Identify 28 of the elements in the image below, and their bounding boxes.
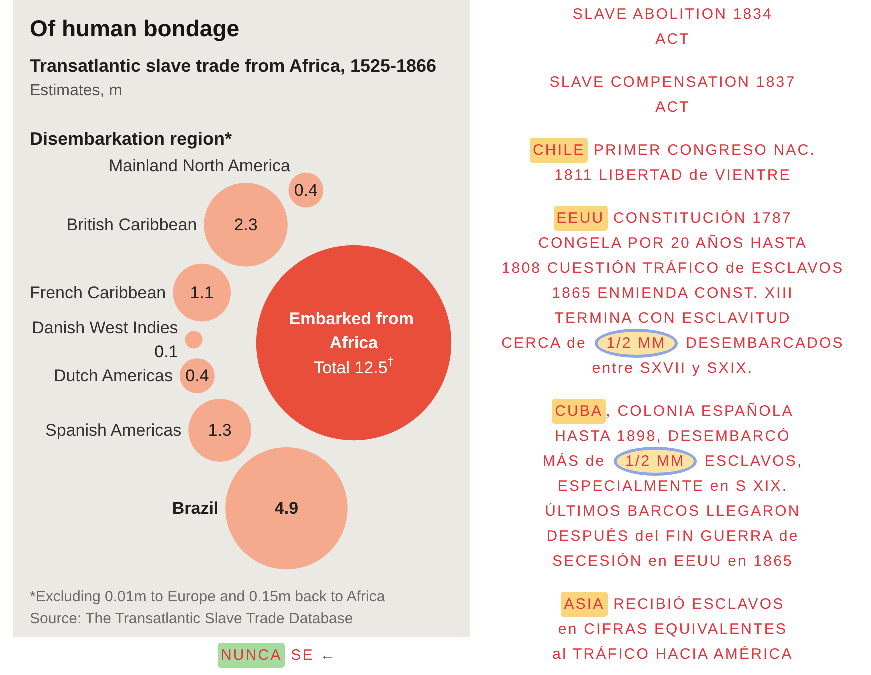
text: CHILE PRIMER CONGRESO NAC. 1811 LIBERTAD de VIENTRE bbox=[532, 141, 817, 186]
text: Of human bondage bbox=[30, 16, 240, 42]
data-label: 0.1 bbox=[154, 342, 178, 362]
category-label: Mainland North America bbox=[109, 156, 291, 176]
data-label: 2.3 bbox=[234, 215, 258, 234]
data-label: 1.3 bbox=[208, 421, 232, 440]
category-label: British Caribbean bbox=[66, 215, 198, 234]
data-label: 1.1 bbox=[190, 283, 214, 302]
text: NUNCA SE ← bbox=[220, 646, 337, 666]
category-label: French Caribbean bbox=[30, 283, 166, 302]
data-label: 4.9 bbox=[274, 499, 299, 518]
category-label: Brazil bbox=[172, 499, 219, 518]
text: EEUU CONSTITUCIÓN 1787 CONGELA POR 20 AÑOS HASTA 1808 CUESTIÓN TRÁFICO de ESCLAVOS 1865 ENMIENDA CONST. XIII TERMINA CON ESCLAVITUD CERCA de 1/2 MM DESEMBARCADOS entre SXVII y SXIX. bbox=[502, 210, 844, 377]
data-label: 0.4 bbox=[186, 366, 210, 386]
legend-title: Disembarkation region* bbox=[30, 129, 232, 149]
category-label: Danish West Indies bbox=[32, 318, 178, 338]
data-label: 0.4 bbox=[294, 180, 318, 200]
text: CUBA, COLONIA ESPAÑOLA HASTA 1898, DESEMBARCÓ MÁS de 1/2 MM ESCLAVOS, ESPECIALMENTE en S XIX. ÚLTIMOS BARCOS LLEGARON DESPUÉS del FIN GUERRA de SECESIÓN en EEUU en 1865 bbox=[542, 403, 804, 570]
text: SLAVE ABOLITION 1834 ACT bbox=[572, 5, 774, 50]
text: *Excluding 0.01m to Europe and 0.15m back to Africa bbox=[30, 588, 386, 606]
text: ASIA RECIBIÓ ESCLAVOS en CIFRAS EQUIVALENTES al TRÁFICO HACIA AMÉRICA bbox=[552, 595, 794, 665]
data-label: Total 12.5† bbox=[314, 356, 394, 378]
category-label: Spanish Americas bbox=[46, 421, 182, 440]
category-label: Dutch Americas bbox=[54, 366, 173, 386]
category-label: Embarked from Africa bbox=[289, 310, 419, 352]
source-note: Source: The Transatlantic Slave Trade Database bbox=[30, 610, 354, 628]
text: SLAVE COMPENSATION 1837 ACT bbox=[548, 73, 798, 118]
text: Transatlantic slave trade from Africa, 1525-1866 Estimates, m bbox=[30, 56, 437, 100]
